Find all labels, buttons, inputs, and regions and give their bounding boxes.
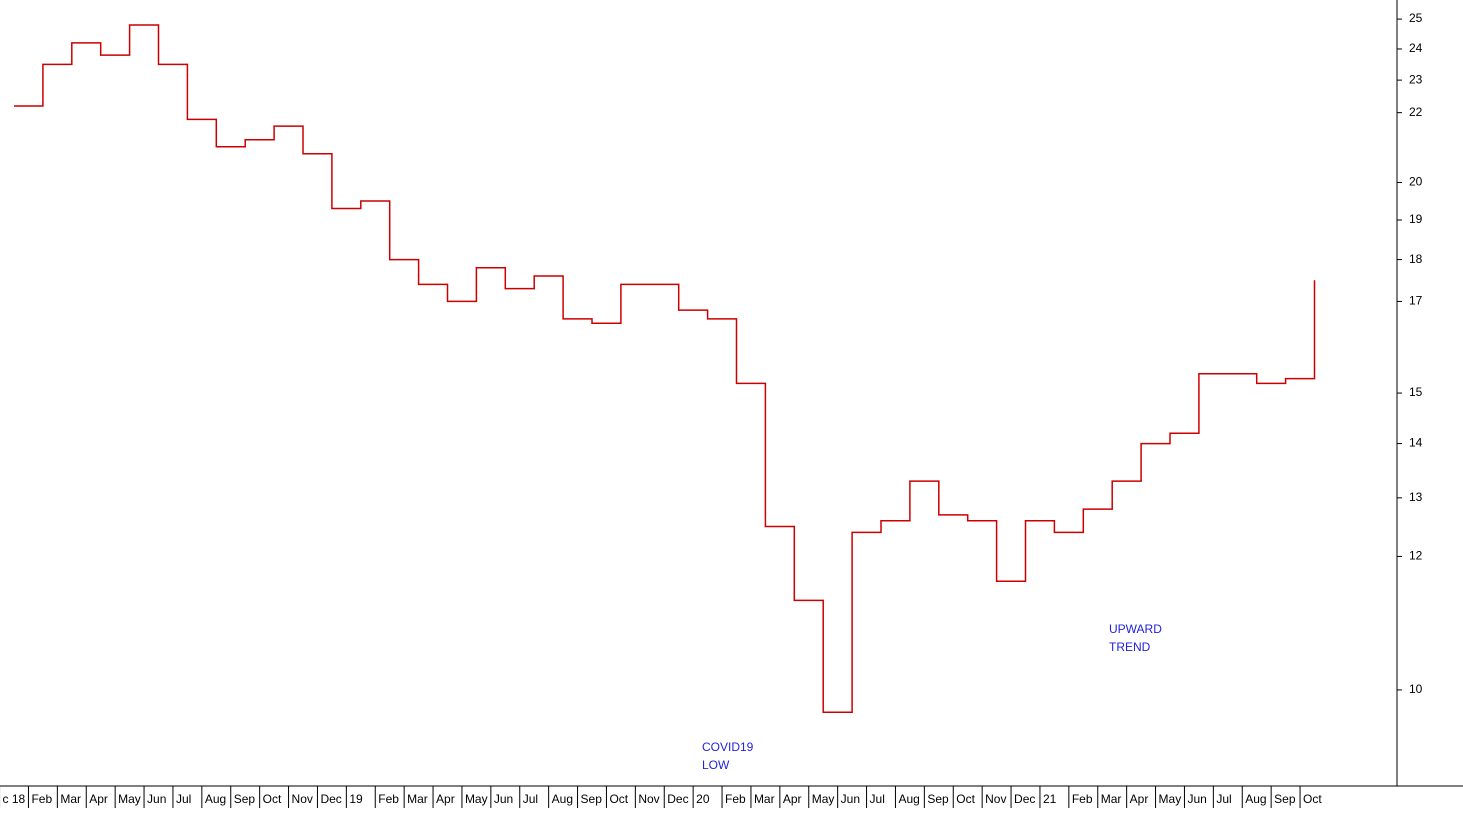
y-tick-label: 19 xyxy=(1409,212,1423,226)
x-tick-label: Oct xyxy=(1303,792,1322,806)
x-tick-label: Dec xyxy=(667,792,688,806)
annotation: LOW xyxy=(702,758,730,772)
x-tick-label: Aug xyxy=(1245,792,1266,806)
x-tick-label: Mar xyxy=(754,792,775,806)
y-tick-label: 15 xyxy=(1409,385,1423,399)
x-tick-label: Nov xyxy=(985,792,1006,806)
y-tick-label: 20 xyxy=(1409,175,1423,189)
x-tick-label: Aug xyxy=(552,792,573,806)
x-tick-label: Dec xyxy=(320,792,341,806)
y-tick-label: 23 xyxy=(1409,72,1423,86)
x-tick-label: c 18 xyxy=(3,792,26,806)
x-tick-label: Sep xyxy=(234,792,256,806)
x-tick-label: Oct xyxy=(263,792,282,806)
x-tick-label: Mar xyxy=(60,792,81,806)
y-tick-label: 14 xyxy=(1409,436,1423,450)
x-tick-label: Dec xyxy=(1014,792,1035,806)
x-tick-label: Sep xyxy=(1274,792,1296,806)
x-tick-label: Apr xyxy=(89,792,108,806)
annotation: UPWARD xyxy=(1109,622,1162,636)
x-tick-label: Mar xyxy=(407,792,428,806)
x-tick-label: Jun xyxy=(494,792,513,806)
x-tick-label: Jul xyxy=(870,792,885,806)
x-tick-label: Feb xyxy=(31,792,52,806)
x-tick-label: Feb xyxy=(378,792,399,806)
x-tick-label: Mar xyxy=(1101,792,1122,806)
price-line xyxy=(14,24,1316,713)
x-tick-label: Sep xyxy=(581,792,603,806)
x-tick-label: Jul xyxy=(523,792,538,806)
y-tick-label: 25 xyxy=(1409,11,1423,25)
x-tick-label: 21 xyxy=(1043,792,1057,806)
annotation: TREND xyxy=(1109,640,1151,654)
x-tick-label: Oct xyxy=(956,792,975,806)
y-tick-label: 22 xyxy=(1409,105,1423,119)
x-tick-label: Apr xyxy=(436,792,455,806)
y-tick-label: 10 xyxy=(1409,682,1423,696)
x-tick-label: May xyxy=(812,792,835,806)
x-tick-label: Feb xyxy=(1072,792,1093,806)
x-tick-label: Jul xyxy=(176,792,191,806)
y-tick-label: 17 xyxy=(1409,294,1423,308)
x-tick-label: May xyxy=(1159,792,1182,806)
x-tick-label: May xyxy=(118,792,141,806)
y-tick-label: 13 xyxy=(1409,490,1423,504)
x-tick-label: Jun xyxy=(841,792,860,806)
annotation: COVID19 xyxy=(702,740,754,754)
x-tick-label: May xyxy=(465,792,488,806)
x-tick-label: Sep xyxy=(927,792,949,806)
x-tick-label: Aug xyxy=(205,792,226,806)
x-tick-label: Aug xyxy=(898,792,919,806)
y-tick-label: 12 xyxy=(1409,549,1423,563)
y-tick-label: 24 xyxy=(1409,41,1423,55)
x-tick-label: 19 xyxy=(349,792,363,806)
x-tick-label: Jun xyxy=(147,792,166,806)
x-tick-label: Feb xyxy=(725,792,746,806)
x-tick-label: Oct xyxy=(609,792,628,806)
x-tick-label: Jul xyxy=(1216,792,1231,806)
x-tick-label: 20 xyxy=(696,792,710,806)
x-tick-label: Apr xyxy=(783,792,802,806)
x-tick-label: Jun xyxy=(1187,792,1206,806)
y-tick-label: 18 xyxy=(1409,252,1423,266)
x-tick-label: Nov xyxy=(292,792,313,806)
x-tick-label: Apr xyxy=(1130,792,1149,806)
x-tick-label: Nov xyxy=(638,792,659,806)
